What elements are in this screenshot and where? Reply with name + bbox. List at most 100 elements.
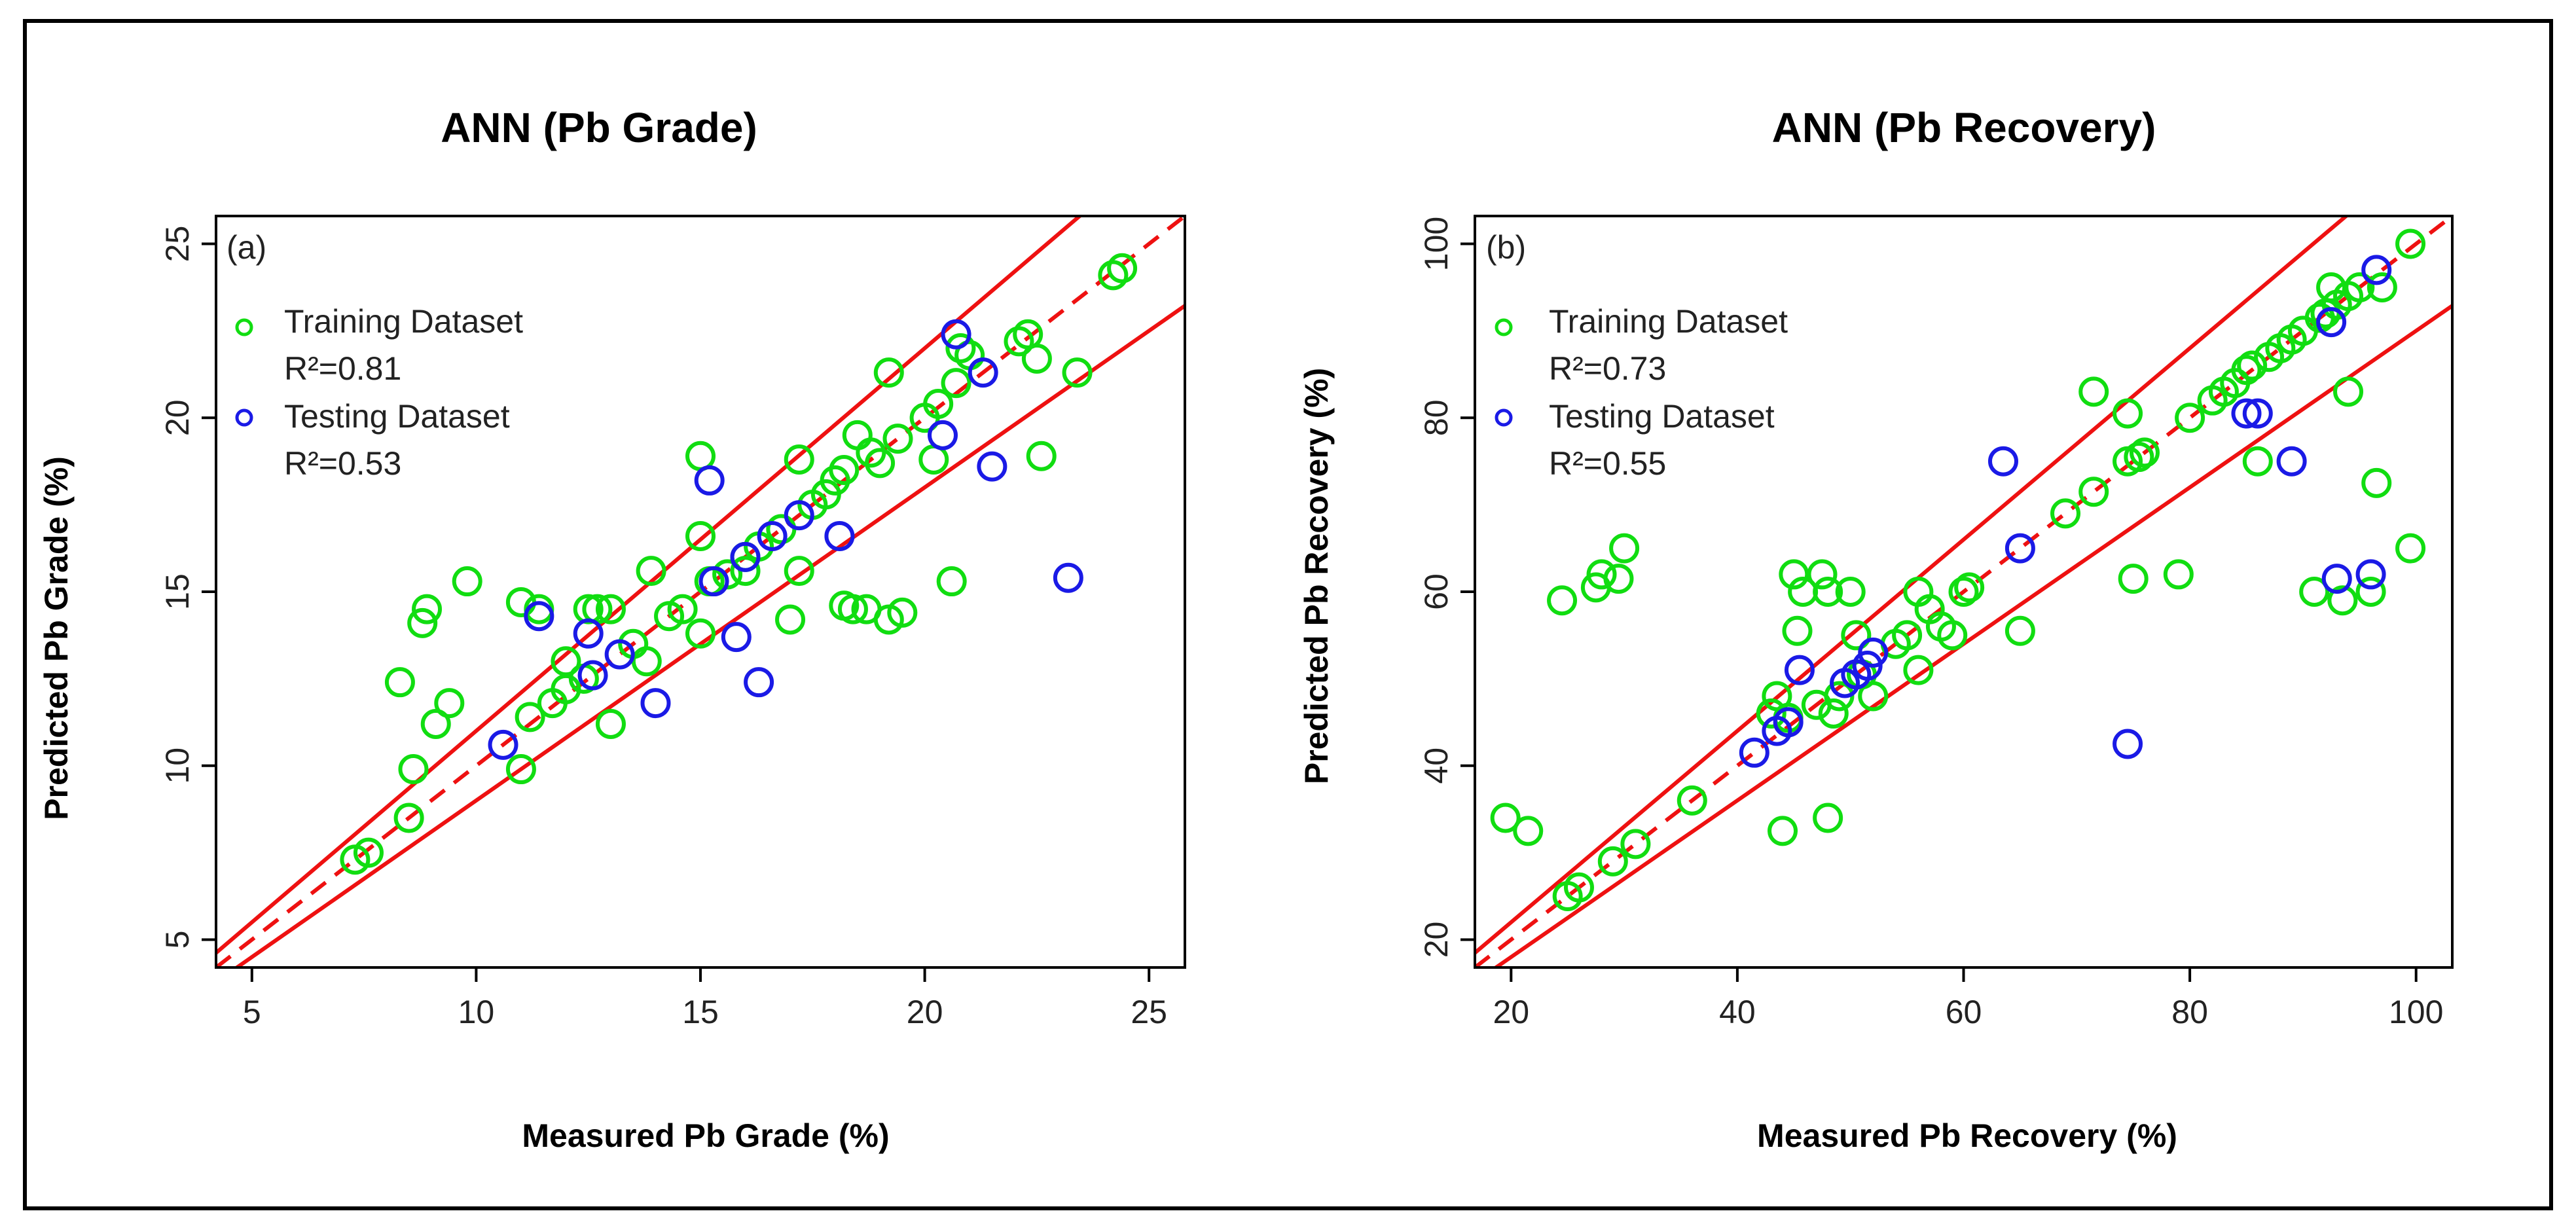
panel-b-training-point [1779, 559, 1809, 590]
panel-a-x-tick-label: 10 [458, 994, 495, 1030]
panel-b-training-point [1782, 615, 1813, 646]
panel-b-x-tick-label: 60 [1946, 994, 1982, 1030]
panel-a-training-point [515, 702, 545, 732]
panel-a-training-point [829, 454, 860, 485]
panel-a-training-point [784, 444, 814, 475]
panel-a-training-point [434, 688, 465, 719]
panel-b-training-point [1677, 785, 1707, 816]
panel-b-training-point [2050, 498, 2081, 529]
panel-a-y-axis: 5 10 15 20 25 [159, 226, 216, 949]
panel-a-testing-point [524, 601, 554, 632]
panel-b-training-point [2333, 376, 2364, 407]
panel-a-testing-point [577, 660, 608, 691]
panel-b-training-point [2355, 577, 2386, 607]
panel-b-training-point [1807, 559, 1838, 590]
panel-a-y-tick-label: 20 [159, 399, 196, 436]
panel-a-legend-training-r2: R²=0.81 [284, 350, 401, 387]
panel-b-training-point [2078, 477, 2109, 507]
panel-a-points [340, 253, 1138, 875]
panel-a-training-point [1004, 326, 1034, 357]
panel-a-legend-training-label: Training Dataset [284, 303, 523, 340]
panel-a-y-tick-label: 25 [159, 226, 196, 262]
panel-a-testing-point [721, 622, 752, 653]
panel-b-legend-testing-marker [1495, 408, 1513, 427]
panel-b-training-point [2361, 467, 2392, 498]
panel-b-training-point [2395, 533, 2426, 564]
panel-b-points [1490, 228, 2426, 912]
panel-b-testing-point [2231, 398, 2262, 429]
panel-b-training-point [1756, 698, 1787, 729]
panel-a-testing-point [573, 618, 604, 649]
panel-a: ANN (Pb Grade) Measured Pb Grade (%) Pre… [38, 104, 1186, 1154]
panel-a-training-point [420, 708, 451, 739]
panel-a-legend-testing-label: Testing Dataset [284, 398, 510, 435]
panel-b-training-point [2316, 272, 2347, 302]
panel-a-y-tick-label: 15 [159, 573, 196, 610]
panel-b-training-point [2175, 403, 2205, 433]
panel-b-training-point [1813, 803, 1843, 833]
panel-a-training-point [1107, 253, 1138, 283]
panel-a-y-tick-label: 5 [159, 931, 196, 949]
panel-b-training-point [1948, 577, 1979, 607]
panel-b-testing-point [1784, 655, 1815, 685]
panel-a-x-tick-label: 25 [1131, 994, 1167, 1030]
panel-b-y-axis: 20 40 60 80 100 [1418, 217, 1475, 958]
panel-b-training-point [2367, 272, 2397, 302]
panel-b-training-point [1620, 829, 1651, 859]
panel-b-training-point [2344, 272, 2375, 302]
panel-a-training-point [784, 556, 814, 587]
panel-a-training-point [551, 646, 581, 677]
panel-a-x-tick-label: 5 [243, 994, 261, 1030]
panel-a-training-point [1021, 343, 1052, 374]
panel-a-legend-testing-r2: R²=0.53 [284, 445, 401, 482]
panel-b-training-point [1603, 564, 1634, 594]
panel-b-training-point [1768, 816, 1798, 846]
panel-b-training-point [1937, 620, 1968, 651]
panel-b-training-point [1903, 655, 1934, 685]
panel-b-legend-training-marker [1495, 318, 1513, 336]
panel-b-training-point [1597, 846, 1628, 876]
panel-a-y-tick-label: 10 [159, 748, 196, 784]
panel-b-testing-point [2242, 398, 2273, 429]
panel-a-testing-point [640, 688, 671, 719]
panel-b-testing-point [1739, 737, 1769, 768]
panel-b-training-point [1490, 803, 1521, 833]
panel-b-training-point [2124, 442, 2154, 473]
panel-b-legend-testing-r2: R²=0.55 [1549, 445, 1666, 482]
panel-a-training-point [595, 594, 626, 624]
panel-a-training-point [837, 594, 868, 624]
panel-a-training-point [631, 646, 662, 677]
panel-b-y-tick-label: 40 [1418, 748, 1455, 784]
panel-a-x-axis-label: Measured Pb Grade (%) [522, 1117, 889, 1154]
panel-a-training-point [882, 424, 913, 454]
panel-b-testing-point [2321, 564, 2352, 594]
panel-a-legend-testing-marker [235, 408, 253, 427]
panel-b-x-tick-label: 40 [1719, 994, 1756, 1030]
panel-b-training-point [2299, 577, 2330, 607]
panel-a-testing-point [928, 420, 958, 450]
panel-a-training-point [887, 597, 918, 628]
panel-a-training-point [412, 594, 443, 624]
panel-a-upper-bound-line [216, 216, 1083, 954]
panel-b-testing-point [1773, 707, 1804, 738]
panel-a-legend-training-marker [235, 318, 253, 336]
panel-a-testing-point [744, 667, 774, 698]
panel-a-training-point [923, 389, 954, 419]
panel-b-testing-point [2361, 255, 2392, 285]
panel-a-legend: Training Dataset R²=0.81 Testing Dataset… [235, 303, 523, 482]
panel-a-testing-point [941, 319, 971, 350]
panel-b-x-axis-label: Measured Pb Recovery (%) [1757, 1117, 2177, 1154]
panel-a-training-point [667, 594, 698, 624]
panel-a-testing-point [757, 520, 788, 551]
panel-a-training-point [505, 754, 536, 785]
panel-b-x-tick-label: 80 [2171, 994, 2208, 1030]
panel-b-title: ANN (Pb Recovery) [1772, 104, 2156, 151]
panel-a-training-point [1062, 357, 1093, 388]
panel-a-training-point [636, 556, 666, 587]
panel-b-training-point [1841, 620, 1872, 651]
panel-b-training-point [1547, 585, 1578, 616]
panel-a-testing-point [698, 566, 729, 597]
panel-a-training-point [685, 520, 716, 551]
panel-a-training-point [407, 607, 438, 638]
panel-b-training-point [1892, 620, 1923, 651]
